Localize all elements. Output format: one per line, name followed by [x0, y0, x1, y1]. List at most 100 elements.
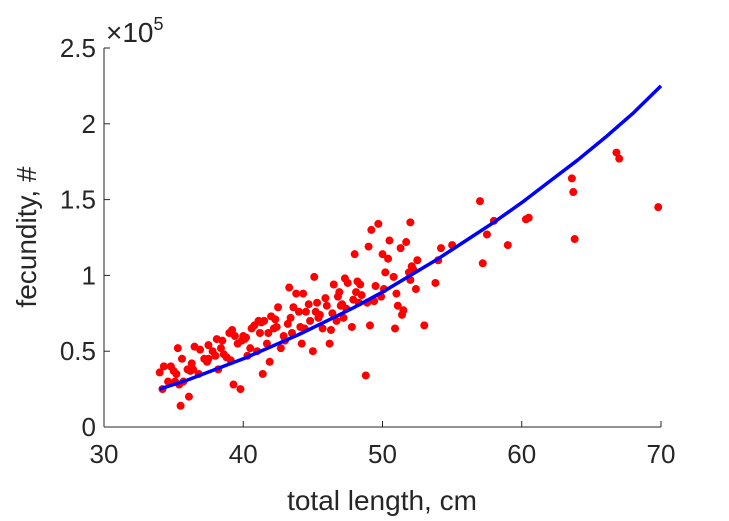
y-tick-label: 0: [82, 412, 96, 442]
data-point: [189, 365, 198, 374]
data-point: [524, 213, 533, 222]
data-point: [274, 303, 283, 312]
data-point: [286, 313, 295, 322]
data-point: [301, 307, 310, 316]
data-point: [228, 325, 237, 334]
y-ticks: 0 0.5 1 1.5 2 2.5: [60, 33, 110, 442]
data-point: [166, 362, 175, 371]
data-point: [431, 278, 440, 287]
data-point: [406, 218, 415, 227]
data-point: [313, 298, 322, 307]
data-point: [392, 289, 401, 298]
data-point: [283, 319, 292, 328]
data-point: [343, 278, 352, 287]
data-point: [289, 303, 298, 312]
data-point: [271, 315, 280, 324]
data-point: [297, 339, 306, 348]
data-point: [184, 392, 193, 401]
data-point: [371, 282, 380, 291]
data-point: [347, 322, 356, 331]
data-point: [339, 313, 348, 322]
data-point: [204, 341, 213, 350]
data-point: [570, 235, 579, 244]
data-point: [314, 313, 323, 322]
data-point: [229, 380, 238, 389]
data-point: [306, 316, 315, 325]
data-point: [349, 295, 358, 304]
data-point: [374, 219, 383, 228]
fit-line: [159, 84, 663, 391]
y-multiplier: ×105: [106, 14, 164, 48]
data-point: [318, 324, 327, 333]
data-point: [478, 259, 487, 268]
data-point: [196, 345, 205, 354]
data-point: [177, 354, 186, 363]
data-point: [304, 300, 313, 309]
data-point: [246, 344, 255, 353]
x-axis-label: total length, cm: [287, 485, 477, 516]
y-multiplier-prefix: ×: [106, 17, 122, 48]
y-multiplier-base: 10: [122, 17, 153, 48]
data-point: [236, 385, 245, 394]
data-point: [292, 289, 301, 298]
data-point: [384, 254, 393, 263]
x-tick-label: 30: [90, 439, 119, 469]
data-point: [615, 154, 624, 163]
data-point: [397, 310, 406, 319]
data-point: [364, 242, 373, 251]
data-point: [503, 241, 512, 250]
data-point: [321, 294, 330, 303]
data-point: [326, 325, 335, 334]
x-ticks: 30 40 50 60 70: [90, 421, 676, 469]
data-point: [279, 332, 288, 341]
data-point: [329, 280, 338, 289]
data-point: [164, 377, 173, 386]
y-tick-label: 2: [82, 109, 96, 139]
data-point: [155, 368, 164, 377]
data-point: [391, 324, 400, 333]
y-tick-label: 0.5: [60, 336, 96, 366]
data-point: [322, 301, 331, 310]
data-point: [285, 283, 294, 292]
y-tick-label: 2.5: [60, 33, 96, 63]
data-point: [211, 351, 220, 360]
data-point: [172, 369, 181, 378]
data-point: [612, 148, 621, 157]
data-point: [272, 322, 281, 331]
data-point: [310, 272, 319, 281]
data-point: [176, 401, 185, 410]
data-point: [276, 344, 285, 353]
data-point: [413, 256, 422, 265]
data-point: [393, 301, 402, 310]
data-point: [265, 357, 274, 366]
data-point: [335, 288, 344, 297]
data-point: [311, 307, 320, 316]
data-point: [299, 289, 308, 298]
data-point: [242, 333, 251, 342]
data-point: [212, 335, 221, 344]
data-point: [411, 285, 420, 294]
data-point: [385, 236, 394, 245]
data-point: [187, 359, 196, 368]
data-point: [367, 225, 376, 234]
fit-line-group: [159, 84, 663, 391]
data-point: [296, 322, 305, 331]
data-point: [308, 347, 317, 356]
x-tick-label: 50: [368, 439, 397, 469]
y-multiplier-exponent: 5: [154, 14, 164, 34]
data-point: [567, 174, 576, 183]
data-point: [352, 288, 361, 297]
data-point: [230, 332, 239, 341]
y-axis-label: fecundity, #: [11, 166, 42, 308]
x-tick-label: 70: [647, 439, 676, 469]
data-point: [264, 329, 273, 338]
data-point: [159, 362, 168, 371]
x-tick-label: 60: [507, 439, 536, 469]
data-point: [361, 371, 370, 380]
data-point: [378, 250, 387, 259]
data-point: [356, 280, 365, 289]
data-point: [219, 350, 228, 359]
data-point: [389, 272, 398, 281]
data-point: [365, 321, 374, 330]
